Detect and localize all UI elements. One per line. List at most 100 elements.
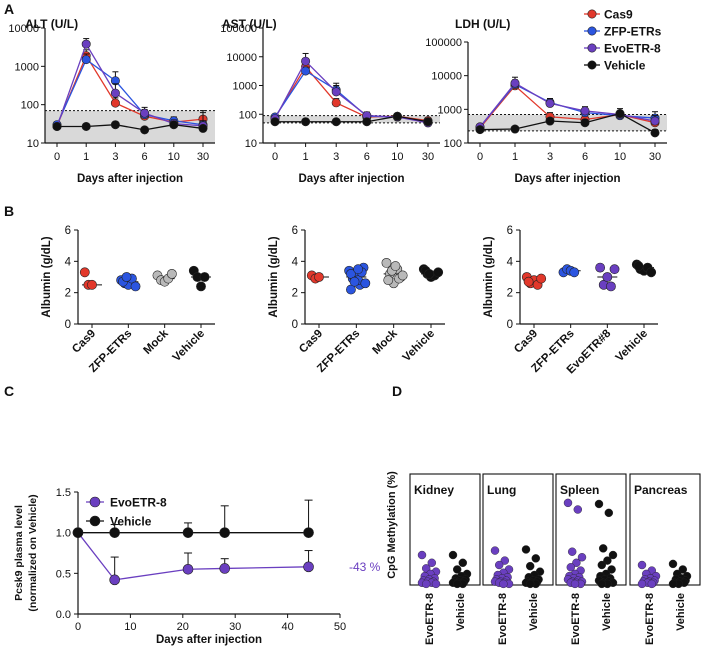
y-tick-label: 1000 [233, 81, 257, 93]
y-tick-label: 2 [507, 288, 513, 300]
x-tick-label: Mock [371, 327, 401, 357]
y-tick-label: 10 [27, 138, 39, 150]
data-point [331, 98, 341, 108]
y-tick-label: 4 [292, 256, 299, 268]
data-point [431, 579, 441, 589]
legend-marker [587, 60, 597, 70]
data-point [140, 108, 150, 118]
data-point [52, 121, 62, 131]
x-tick-label: 10 [124, 621, 136, 633]
facet-title: Kidney [414, 483, 454, 497]
facet-frame [409, 473, 481, 586]
data-point [566, 563, 575, 572]
data-point [81, 39, 91, 49]
data-point [453, 565, 462, 574]
data-point [110, 98, 120, 108]
series-line-evoetr-8 [479, 82, 656, 128]
x-tick-label: 10 [614, 151, 626, 163]
legend-label: Vehicle [110, 515, 152, 529]
x-tick-label: Vehicle [528, 593, 540, 631]
x-tick-label: Mock [142, 327, 172, 357]
data-point [607, 565, 616, 574]
data-point [580, 118, 590, 128]
data-point [573, 505, 582, 514]
data-point [531, 554, 540, 563]
data-point [448, 550, 458, 560]
y-tick-label: 2 [292, 288, 298, 300]
x-tick-label: Vehicle [601, 593, 613, 631]
data-point [140, 125, 150, 135]
data-point [545, 98, 555, 108]
y-tick-label: 10 [245, 138, 257, 150]
x-tick-label: Vehicle [401, 328, 438, 365]
y-axis-title-line-2: (normalized on Vehicle) [27, 494, 39, 611]
data-point [303, 527, 314, 538]
x-tick-label: 1 [83, 151, 89, 163]
chart-title: AST (U/L) [222, 17, 277, 31]
y-tick-label: 2 [65, 288, 71, 300]
data-point [453, 579, 462, 589]
series-line-evoetr-8 [77, 532, 309, 581]
data-point [668, 579, 678, 589]
facet-title: Lung [487, 483, 516, 497]
data-point [521, 545, 531, 554]
data-point [109, 574, 120, 586]
y-tick-label: 1000 [15, 61, 39, 73]
data-point [196, 281, 206, 292]
y-tick-label: 4 [507, 256, 514, 268]
y-tick-label: 1000 [438, 104, 462, 116]
y-axis-title: CpG Methylation (%) [386, 471, 398, 579]
series-line-vehicle [275, 115, 429, 123]
data-point [121, 272, 132, 282]
data-point [570, 579, 580, 589]
data-point [331, 87, 341, 97]
y-tick-label: 100000 [425, 37, 462, 49]
facet-frame [555, 473, 627, 586]
x-tick-label: Vehicle [455, 593, 467, 631]
x-tick-label: Vehicle [171, 328, 208, 365]
x-tick-label: 6 [142, 151, 148, 163]
data-point [353, 264, 364, 275]
y-tick-label: 0 [65, 319, 71, 331]
data-point [572, 558, 581, 567]
legend-label: EvoETR-8 [110, 496, 167, 510]
data-point [301, 56, 311, 66]
x-axis-title: Days after injection [77, 173, 183, 185]
panel-label-C: C [4, 383, 14, 399]
data-point [390, 261, 401, 271]
x-tick-label: 1 [303, 151, 309, 163]
y-tick-label: 10000 [8, 23, 39, 35]
chart-title: LDH (U/L) [455, 17, 510, 31]
data-point [510, 78, 520, 88]
data-point [637, 560, 647, 570]
data-point [87, 279, 97, 290]
y-tick-label: 100 [444, 138, 462, 150]
x-tick-label: Vehicle [675, 593, 687, 631]
data-point [199, 272, 210, 282]
data-point [219, 527, 231, 538]
data-point [599, 544, 608, 553]
data-point [109, 527, 120, 538]
x-axis-title: Days after injection [156, 634, 262, 646]
x-tick-label: 3 [333, 151, 339, 163]
x-tick-label: 10 [168, 151, 180, 163]
data-point [495, 560, 504, 570]
data-point [349, 276, 360, 287]
x-axis-title: Days after injection [514, 173, 620, 185]
series-line-vehicle [479, 112, 656, 134]
x-tick-label: EvoETR-8 [424, 593, 436, 645]
legend-label: Vehicle [604, 59, 646, 73]
x-tick-label: Vehicle [614, 328, 651, 365]
legend-label: Cas9 [604, 8, 633, 22]
data-point [577, 553, 587, 562]
y-tick-label: 0 [292, 319, 298, 331]
y-tick-label: 1.0 [56, 528, 71, 540]
x-tick-label: 6 [582, 151, 588, 163]
legend-marker [587, 26, 597, 36]
y-tick-label: 10000 [431, 71, 462, 83]
data-point [650, 116, 660, 126]
data-point [198, 123, 208, 133]
y-tick-label: 4 [65, 256, 72, 268]
x-tick-label: Cas9 [297, 328, 325, 356]
x-tick-label: 0 [477, 151, 483, 163]
